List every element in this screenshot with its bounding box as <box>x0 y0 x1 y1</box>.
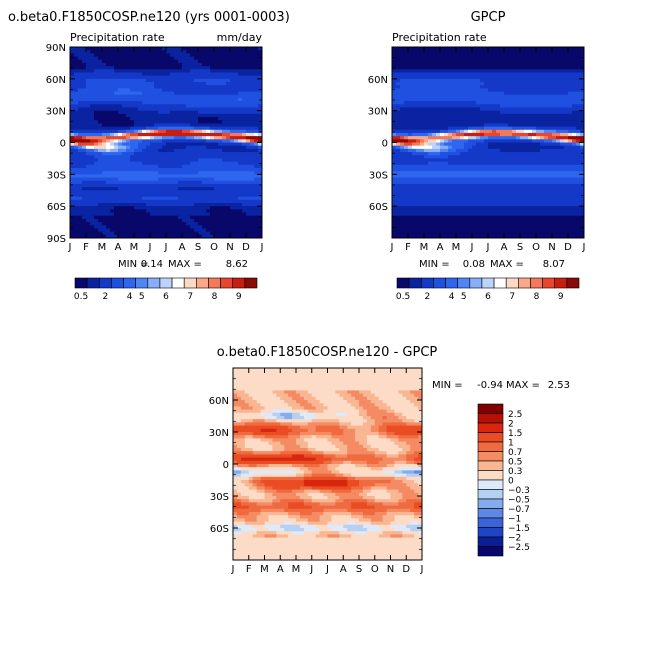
panel-model-y-tick-label: 30S <box>47 170 66 181</box>
panel-model-colorbar-box <box>208 278 220 288</box>
panel-model-y-tick-label: 90N <box>46 43 66 54</box>
panel-model-x-tick-label: M <box>130 242 139 253</box>
panel-model-y-tick-label: 30N <box>46 107 66 118</box>
panel-model-colorbar-box <box>233 278 245 288</box>
panel-model-colorbar-box <box>245 278 257 288</box>
panel-model-colorbar-box <box>124 278 136 288</box>
panel-model-x-tick-label: J <box>260 242 264 253</box>
panel-model-subtitle-left: Precipitation rate <box>70 31 165 44</box>
panel-gpcp-field <box>392 47 585 239</box>
panel-model-x-tick-label: D <box>242 242 250 253</box>
panel-model-y-tick-label: 0 <box>60 139 66 150</box>
panel-model-colorbar-box <box>99 278 111 288</box>
panel-model-x-tick-label: M <box>98 242 107 253</box>
panel-model-title: o.beta0.F1850COSP.ne120 (yrs 0001-0003) <box>8 10 290 25</box>
panel-model-colorbar-box <box>221 278 233 288</box>
panel-model-colorbar-label: 4 <box>127 292 133 302</box>
panel-model: o.beta0.F1850COSP.ne120 (yrs 0001-0003) … <box>8 10 290 302</box>
panel-model-colorbar-label: 2 <box>102 292 108 302</box>
panel-model-x-tick-label: O <box>210 242 218 253</box>
panel-model-y-tick-label: 90S <box>47 234 66 245</box>
panel-model-colorbar-box <box>111 278 123 288</box>
panel-model-colorbar-label: 0.5 <box>74 292 88 302</box>
panel-model-max-label: MAX = <box>168 259 202 270</box>
panel-model-colorbar-box <box>160 278 172 288</box>
panel-model-x-tick-label: J <box>68 242 72 253</box>
panel-model-x-tick-label: J <box>164 242 168 253</box>
panel-model-colorbar-box <box>87 278 99 288</box>
panel-model-colorbar-label: 9 <box>236 292 242 302</box>
panel-model-colorbar-label: 5 <box>139 292 145 302</box>
panel-gpcp-subtitle-left: Precipitation rate <box>392 31 487 44</box>
panel-model-x-tick-label: A <box>115 242 122 253</box>
panel-model-subtitle-right: mm/day <box>217 31 263 44</box>
panel-model-y-tick-label: 60N <box>46 75 66 86</box>
panel-model-colorbar-box <box>75 278 87 288</box>
panel-model-field <box>70 47 263 239</box>
panel-model-colorbar-box <box>184 278 196 288</box>
panel-model-colorbar-box <box>148 278 160 288</box>
panel-model-colorbar-box <box>172 278 184 288</box>
panel-model-x-tick-label: F <box>83 242 89 253</box>
panel-model-colorbar-box <box>196 278 208 288</box>
panel-model-min-value: 0.14 <box>141 259 163 270</box>
panel-model-x-tick-label: A <box>179 242 186 253</box>
panel-gpcp-title: GPCP <box>471 10 506 25</box>
panel-model-x-tick-label: S <box>195 242 201 253</box>
panel-model-x-tick-label: J <box>148 242 152 253</box>
panel-model-colorbar-box <box>136 278 148 288</box>
panel-model-colorbar-label: 6 <box>163 292 169 302</box>
panel-model-colorbar-label: 7 <box>187 292 193 302</box>
panel-model-y-tick-label: 60S <box>47 202 66 213</box>
panel-model-x-tick-label: N <box>226 242 233 253</box>
panel-model-colorbar-label: 8 <box>212 292 218 302</box>
panel-model-max-value: 8.62 <box>226 259 248 270</box>
